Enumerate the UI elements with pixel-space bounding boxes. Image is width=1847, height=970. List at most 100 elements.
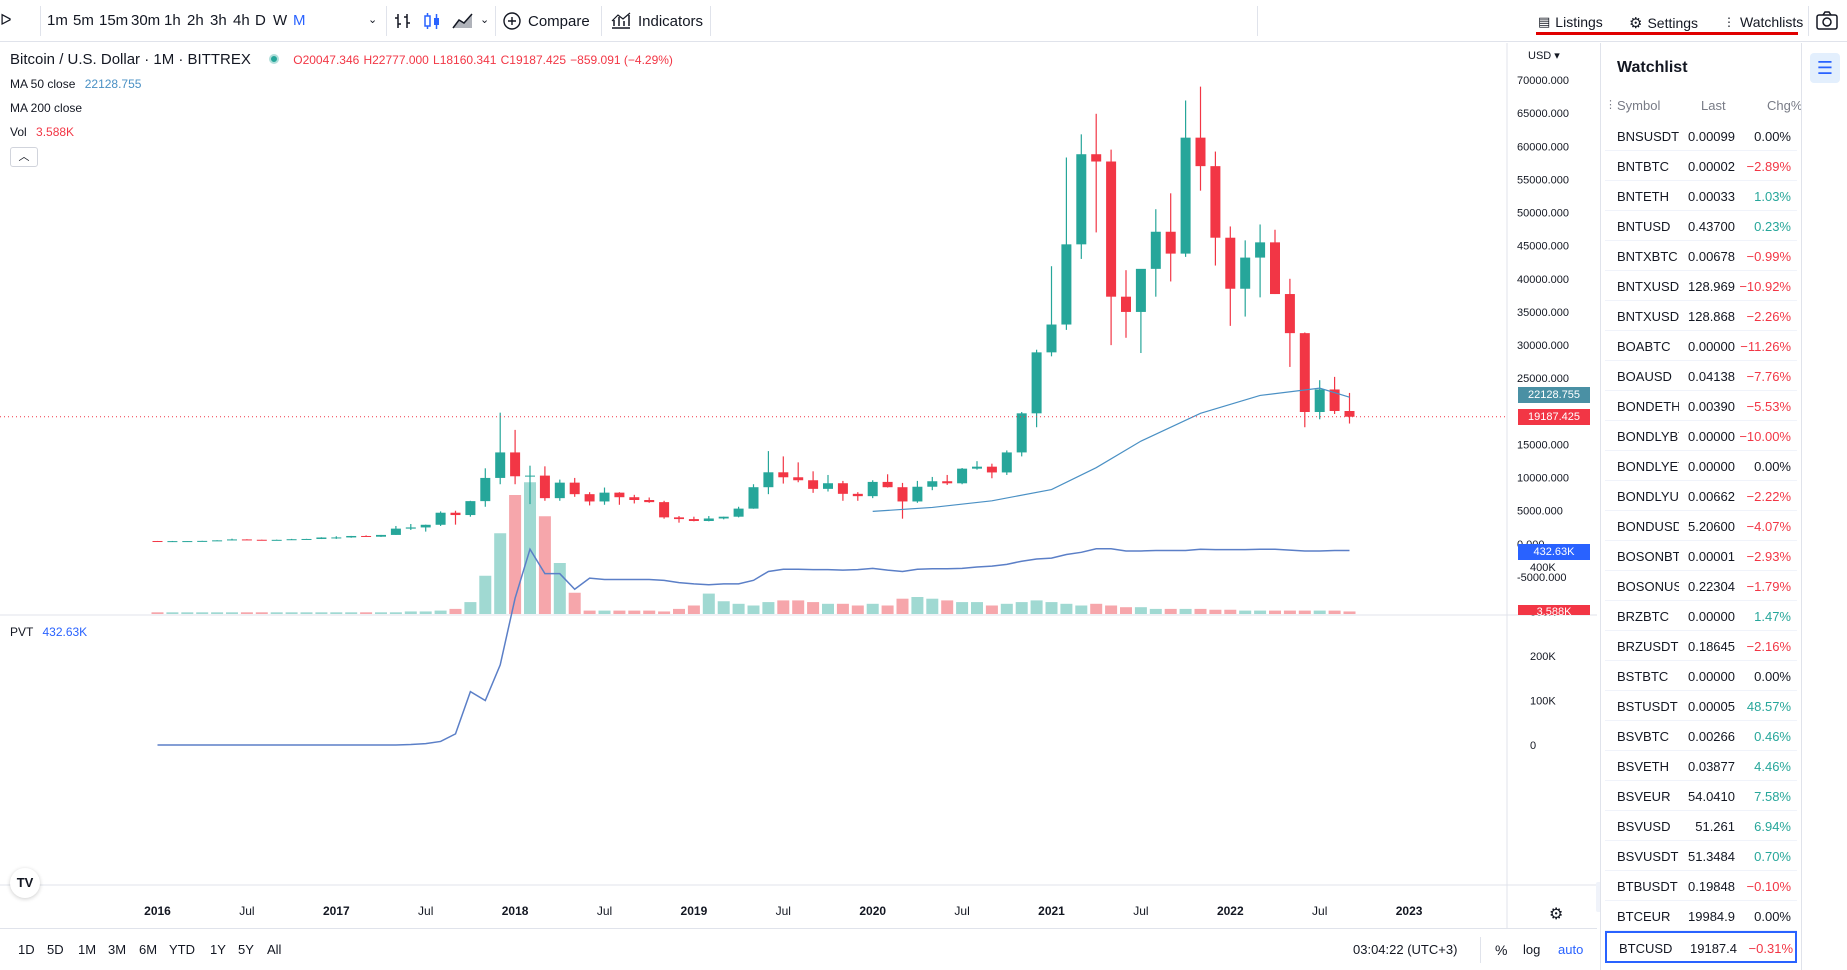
timeframe-1h[interactable]: 1h <box>164 12 181 29</box>
gear-icon[interactable]: ⚙ <box>1549 906 1564 923</box>
watchlist-row[interactable]: BONDLYETH 0.00000 0.00% <box>1605 451 1797 481</box>
watchlist-row[interactable]: BTBUSDT 0.19848 −0.10% <box>1605 871 1797 901</box>
chart-canvas[interactable]: 70000.000 65000.000 60000.000 55000.000 5000… <box>0 43 1597 928</box>
volume-bar <box>181 612 194 614</box>
watchlist-row[interactable]: BONDLYUSD 0.00662 −2.22% <box>1605 481 1797 511</box>
listings-button[interactable]: ▤ Listings <box>1538 14 1603 30</box>
settings-button[interactable]: ⚙ Settings <box>1629 14 1698 32</box>
compare-button[interactable]: Compare <box>502 0 590 42</box>
range-1d[interactable]: 1D <box>18 942 35 957</box>
legend-pvt[interactable]: PVT 432.63K <box>10 625 87 639</box>
chart-style-chevron-icon[interactable]: ⌄ <box>480 14 490 26</box>
tradingview-logo[interactable]: TV <box>10 868 40 898</box>
watchlist-row[interactable]: BSVUSD 51.261 6.94% <box>1605 811 1797 841</box>
volume-bar <box>464 602 477 614</box>
watchlist-row[interactable]: BOABTC 0.00000 −11.26% <box>1605 331 1797 361</box>
watchlist-row[interactable]: BOSONBTC 0.00001 −2.93% <box>1605 541 1797 571</box>
camera-icon[interactable] <box>1815 10 1839 32</box>
watchlist-row[interactable]: BNTXUSD 128.969 −10.92% <box>1605 271 1797 301</box>
watchlist-row[interactable]: BSVUSDT 51.3484 0.70% <box>1605 841 1797 871</box>
timeframe-2h[interactable]: 2h <box>187 12 204 29</box>
watchlist-row[interactable]: BNTUSD 0.43700 0.23% <box>1605 211 1797 241</box>
timeframe-5m[interactable]: 5m <box>73 12 94 29</box>
watchlist-row[interactable]: BNTXUSD 128.868 −2.26% <box>1605 301 1797 331</box>
candles-style-icon[interactable] <box>422 11 442 31</box>
range-1y[interactable]: 1Y <box>210 942 226 957</box>
range-6m[interactable]: 6M <box>139 942 158 957</box>
watchlist-last: 0.22304 <box>1688 579 1735 594</box>
bars-style-icon[interactable] <box>393 11 413 31</box>
watchlist-row[interactable]: BSTBTC 0.00000 0.00% <box>1605 661 1797 691</box>
watchlist-row[interactable]: BNTETH 0.00033 1.03% <box>1605 181 1797 211</box>
watchlist-row[interactable]: BOAUSD 0.04138 −7.76% <box>1605 361 1797 391</box>
legend-ma200[interactable]: MA 200 close <box>10 101 82 115</box>
volume-bar <box>1313 610 1326 614</box>
chart-area[interactable]: 70000.000 65000.000 60000.000 55000.000 5000… <box>0 43 1597 928</box>
watchlist-toggle-button[interactable]: ☰ <box>1810 53 1840 83</box>
price-axis[interactable]: 70000.000 65000.000 60000.000 55000.000 5000… <box>1517 75 1569 584</box>
watchlists-button[interactable]: ⋮ Watchlists <box>1723 14 1803 30</box>
watchlist-row[interactable]: BTCUSD 19187.4 −0.31% <box>1605 931 1797 963</box>
legend-volume[interactable]: Vol 3.588K <box>10 125 74 139</box>
percent-scale-toggle[interactable]: % <box>1495 942 1508 958</box>
watchlist-title[interactable]: Watchlist <box>1617 59 1688 76</box>
watchlist-row[interactable]: BSVETH 0.03877 4.46% <box>1605 751 1797 781</box>
watchlist-row[interactable]: BOSONUSD 0.22304 −1.79% <box>1605 571 1797 601</box>
drag-handle-icon[interactable]: ⋮ <box>1605 99 1616 111</box>
watchlist-row[interactable]: BNSUSDT 0.00099 0.00% <box>1605 121 1797 151</box>
time-tick-label: Jul <box>954 904 969 918</box>
timeframe-1m[interactable]: 1m <box>47 12 68 29</box>
watchlist-row[interactable]: BNTBTC 0.00002 −2.89% <box>1605 151 1797 181</box>
auto-scale-toggle[interactable]: auto <box>1558 942 1584 957</box>
range-5d[interactable]: 5D <box>47 942 64 957</box>
timeframe-D[interactable]: D <box>255 12 266 29</box>
candle-body <box>376 534 386 537</box>
range-ytd[interactable]: YTD <box>169 942 195 957</box>
watchlist-row[interactable]: BONDUSD 5.20600 −4.07% <box>1605 511 1797 541</box>
candle-body <box>986 466 997 473</box>
watchlist-row[interactable]: BRZUSDT 0.18645 −2.16% <box>1605 631 1797 661</box>
watchlist-row[interactable]: BTCEUR 19984.9 0.00% <box>1605 901 1797 931</box>
watchlist-row[interactable]: BONDLYBTC 0.00000 −10.00% <box>1605 421 1797 451</box>
clock-display[interactable]: 03:04:22 (UTC+3) <box>1353 942 1458 957</box>
timeframe-3h[interactable]: 3h <box>210 12 227 29</box>
column-header-symbol[interactable]: Symbol <box>1617 98 1661 113</box>
timeframe-15m[interactable]: 15m <box>99 12 129 29</box>
currency-select[interactable]: USD ▾ <box>1528 50 1560 62</box>
time-axis[interactable]: 2016 Jul 2017 Jul 2018 Jul 2019 Jul 2020 Jul 2021 J… <box>144 904 1423 918</box>
range-1m[interactable]: 1M <box>78 942 97 957</box>
watchlist-chg: −2.89% <box>1746 159 1791 174</box>
watchlist-row[interactable]: BNTXBTC 0.00678 −0.99% <box>1605 241 1797 271</box>
timeframe-4h[interactable]: 4h <box>233 12 250 29</box>
column-header-last[interactable]: Last <box>1701 98 1726 113</box>
timeframe-dropdown-chevron-icon[interactable]: ⌄ <box>368 14 378 26</box>
legend-symbol[interactable]: Bitcoin / U.S. Dollar · 1M · BITTREX <box>10 51 251 68</box>
log-scale-toggle[interactable]: log <box>1523 942 1541 957</box>
watchlist-symbol: BSVEUR <box>1617 789 1671 804</box>
watchlist-row[interactable]: BSTUSDT 0.00005 48.57% <box>1605 691 1797 721</box>
indicators-button[interactable]: Indicators <box>610 0 703 42</box>
range-3m[interactable]: 3M <box>108 942 127 957</box>
watchlist-row[interactable]: BRZBTC 0.00000 1.47% <box>1605 601 1797 631</box>
volume-bar <box>971 602 983 614</box>
timeframe-30m[interactable]: 30m <box>131 12 161 29</box>
price-tick-label: 5000.000 <box>1517 506 1563 518</box>
timeframe-M[interactable]: M <box>293 12 306 29</box>
legend-ma50[interactable]: MA 50 close 22128.755 <box>10 77 141 91</box>
volume-bar <box>553 563 566 614</box>
range-all[interactable]: All <box>267 942 282 957</box>
watchlist-row[interactable]: BONDETH 0.00390 −5.53% <box>1605 391 1797 421</box>
pvt-axis[interactable]: 400K300K200K100K0 <box>1530 562 1556 752</box>
candle-body <box>361 535 372 537</box>
watchlist-symbol: BSVUSD <box>1617 819 1671 834</box>
candle-body <box>1329 389 1340 412</box>
column-header-chg[interactable]: Chg% <box>1767 98 1803 113</box>
area-style-icon[interactable] <box>451 11 475 31</box>
timeframe-W[interactable]: W <box>273 12 288 29</box>
collapse-legend-button[interactable]: ︿ <box>10 147 38 167</box>
watchlist-row[interactable]: BSVBTC 0.00266 0.46% <box>1605 721 1797 751</box>
symbol-search-edge[interactable]: ᐅ <box>0 12 12 29</box>
watchlist-row[interactable]: BSVEUR 54.0410 7.58% <box>1605 781 1797 811</box>
range-5y[interactable]: 5Y <box>238 942 254 957</box>
watchlist-symbol: BONDLYETH <box>1617 459 1679 474</box>
